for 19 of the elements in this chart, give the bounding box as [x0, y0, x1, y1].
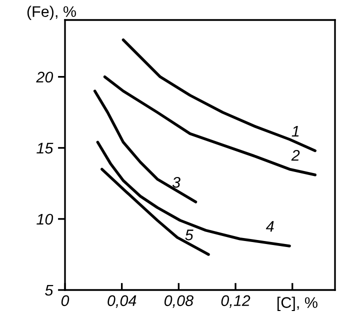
- series-label: 2: [291, 150, 300, 161]
- series-label: 5: [185, 230, 194, 240]
- line-series: [103, 75, 316, 176]
- y-tick-label: 10: [36, 214, 54, 225]
- line-series: [100, 168, 210, 256]
- x-tick-label: 0: [61, 295, 70, 306]
- y-tick-label: 5: [45, 285, 54, 296]
- line-series: [93, 90, 198, 204]
- line-series: [96, 140, 291, 248]
- y-axis-title: (Fe), %: [27, 6, 76, 20]
- series-label: 3: [172, 176, 180, 188]
- x-tick-label: 0,04: [108, 295, 136, 308]
- series-label: 1: [292, 126, 299, 136]
- series-label: 4: [266, 221, 274, 232]
- x-tick-label: 0,12: [221, 295, 250, 308]
- x-tick-label: 0,08: [164, 295, 194, 308]
- x-axis-title: [C], %: [277, 296, 318, 311]
- y-tick-label: 15: [36, 142, 54, 154]
- y-tick-label: 20: [36, 72, 54, 83]
